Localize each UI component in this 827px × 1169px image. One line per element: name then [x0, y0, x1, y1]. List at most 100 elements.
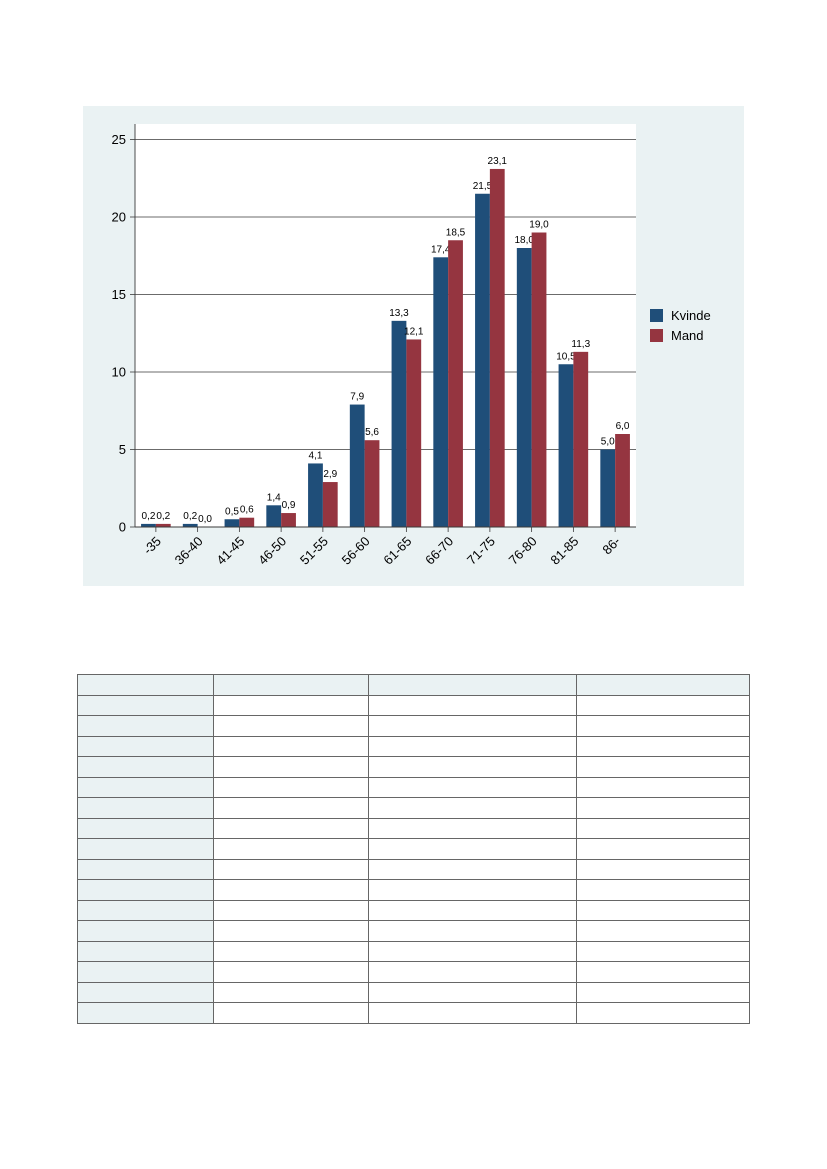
- table-row: [77, 715, 750, 737]
- table-cell: [576, 838, 750, 860]
- x-tick-label: 56-60: [339, 534, 373, 568]
- table-cell: [368, 940, 577, 962]
- data-label: 0,6: [240, 505, 254, 516]
- y-tick-label: 10: [112, 365, 126, 380]
- data-label: 0,9: [282, 500, 296, 511]
- data-label: 1,4: [267, 492, 281, 503]
- bar-kvinde: [558, 364, 574, 527]
- data-label: 0,5: [225, 506, 239, 517]
- table-cell: [368, 797, 577, 819]
- data-label: 6,0: [616, 421, 630, 432]
- table-cell: [213, 735, 369, 757]
- table-cell: [576, 920, 750, 942]
- data-label: 0,0: [198, 514, 212, 525]
- bar-mand: [615, 434, 630, 527]
- data-label: 5,6: [365, 427, 379, 438]
- bar-mand: [489, 168, 505, 527]
- table-cell: [368, 899, 577, 921]
- table-cell: [368, 961, 577, 983]
- data-label: 13,3: [389, 308, 409, 319]
- table-cell: [213, 694, 369, 716]
- table-cell: [368, 981, 577, 1003]
- table-cell: [576, 817, 750, 839]
- data-label: 11,3: [571, 339, 590, 350]
- y-tick-label: 25: [112, 132, 126, 147]
- bar-kvinde: [141, 523, 156, 527]
- table-header-cell: [368, 674, 577, 696]
- table-body: [77, 694, 750, 1024]
- legend-label: Kvinde: [671, 308, 711, 323]
- table-cell: [77, 817, 214, 839]
- table-cell: [576, 694, 750, 716]
- table-cell: [576, 858, 750, 880]
- table-row: [77, 776, 750, 798]
- x-tick-label: 61-65: [380, 534, 414, 568]
- table-row: [77, 817, 750, 839]
- table-row: [77, 899, 750, 921]
- table-cell: [77, 735, 214, 757]
- table-row: [77, 694, 750, 716]
- table-cell: [213, 879, 369, 901]
- table-row: [77, 920, 750, 942]
- table-cell: [368, 920, 577, 942]
- x-tick-label: 51-55: [297, 534, 331, 568]
- data-label: 0,2: [142, 511, 156, 522]
- y-tick-label: 15: [112, 287, 126, 302]
- table-cell: [213, 776, 369, 798]
- x-tick-label: 46-50: [255, 534, 289, 568]
- bar-mand: [406, 339, 422, 527]
- bar-kvinde: [308, 463, 323, 527]
- table-row: [77, 1002, 750, 1024]
- table-cell: [576, 940, 750, 962]
- x-tick-label: 66-70: [422, 534, 456, 568]
- table-cell: [213, 961, 369, 983]
- legend-swatch: [650, 329, 663, 342]
- table-cell: [213, 920, 369, 942]
- table-cell: [368, 817, 577, 839]
- table-cell: [77, 694, 214, 716]
- table-row: [77, 879, 750, 901]
- bar-mand: [281, 513, 296, 527]
- table-cell: [576, 879, 750, 901]
- table-row: [77, 961, 750, 983]
- table-row: [77, 981, 750, 1003]
- y-tick-label: 20: [112, 210, 126, 225]
- table-cell: [368, 838, 577, 860]
- data-label: 23,1: [488, 156, 508, 167]
- table-cell: [576, 715, 750, 737]
- x-tick-label: -35: [140, 534, 164, 558]
- data-label: 19,0: [529, 220, 549, 231]
- table-cell: [77, 940, 214, 962]
- table-cell: [368, 735, 577, 757]
- table-cell: [368, 694, 577, 716]
- table-row: [77, 797, 750, 819]
- table-cell: [576, 961, 750, 983]
- bar-mand: [364, 440, 380, 527]
- data-label: 7,9: [350, 392, 364, 403]
- data-label: 5,0: [601, 437, 615, 448]
- data-label: 0,2: [183, 511, 197, 522]
- table-cell: [77, 920, 214, 942]
- table-cell: [576, 776, 750, 798]
- table-cell: [77, 858, 214, 880]
- x-tick-label: 86-: [599, 534, 623, 558]
- bar-kvinde: [516, 248, 532, 527]
- bar-kvinde: [182, 523, 198, 527]
- table-cell: [576, 756, 750, 778]
- bar-mand: [573, 351, 589, 527]
- table-cell: [576, 899, 750, 921]
- table-header-cell: [576, 674, 750, 696]
- table-cell: [77, 961, 214, 983]
- table-cell: [77, 838, 214, 860]
- bar-kvinde: [349, 404, 365, 527]
- x-tick-label: 81-85: [547, 534, 581, 568]
- table-cell: [77, 981, 214, 1003]
- table-cell: [213, 715, 369, 737]
- table-cell: [213, 838, 369, 860]
- table-cell: [368, 756, 577, 778]
- table-cell: [576, 735, 750, 757]
- table-row: [77, 735, 750, 757]
- bar-kvinde: [224, 519, 240, 527]
- legend-swatch: [650, 309, 663, 322]
- table-cell: [213, 899, 369, 921]
